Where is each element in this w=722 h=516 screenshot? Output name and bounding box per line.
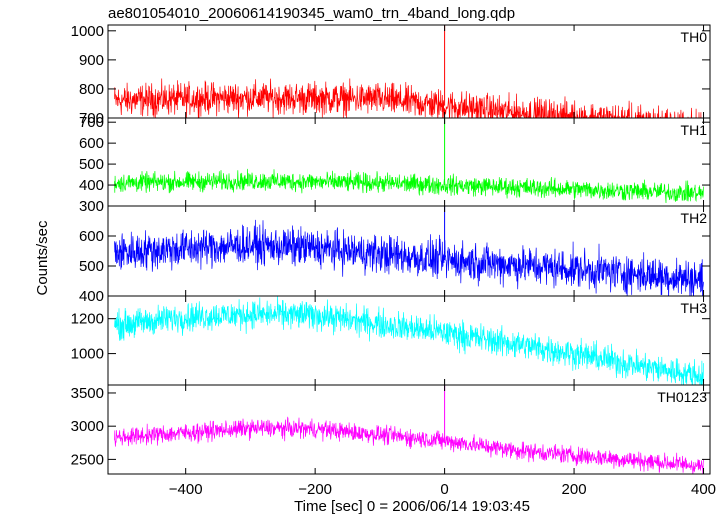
y-tick-label: 400 bbox=[79, 177, 104, 194]
x-tick-label: −400 bbox=[169, 481, 203, 498]
y-axis-label: Counts/sec bbox=[34, 220, 51, 296]
y-tick-label: 400 bbox=[79, 288, 104, 305]
panel-label-th3: TH3 bbox=[681, 300, 708, 316]
y-tick-label: 300 bbox=[79, 198, 104, 215]
chart-title: ae801054010_20060614190345_wam0_trn_4ban… bbox=[108, 5, 515, 22]
x-tick-label: −200 bbox=[298, 481, 332, 498]
y-tick-label: 3000 bbox=[71, 418, 104, 435]
y-tick-label: 500 bbox=[79, 156, 104, 173]
y-tick-label: 3500 bbox=[71, 385, 104, 402]
panel-label-th2: TH2 bbox=[681, 210, 708, 226]
y-tick-label: 900 bbox=[79, 52, 104, 69]
x-axis: −400 −200 0 200 400 bbox=[169, 481, 716, 498]
x-axis-label: Time [sec] 0 = 2006/06/14 19:03:45 bbox=[294, 498, 530, 515]
panel-th0: 700 800 900 1000 TH0 bbox=[71, 23, 711, 127]
x-tick-label: 200 bbox=[562, 481, 587, 498]
panel-th2: 400 500 600 TH2 bbox=[79, 205, 711, 305]
panel-th1: 300 400 500 600 700 TH1 bbox=[79, 114, 711, 215]
y-tick-label: 500 bbox=[79, 258, 104, 275]
x-tick-label: 400 bbox=[691, 481, 716, 498]
series-line-th3 bbox=[114, 296, 704, 385]
panel-label-th0123: TH0123 bbox=[657, 389, 707, 405]
y-tick-label: 700 bbox=[79, 110, 104, 127]
panel-frame bbox=[107, 384, 711, 475]
y-tick-label: 1000 bbox=[71, 23, 104, 40]
panel-th3: 1000 1200 TH3 bbox=[71, 295, 711, 386]
panel-th0123: 2500 3000 3500 TH0123 bbox=[71, 384, 711, 475]
series-line-th0 bbox=[114, 78, 703, 118]
y-tick-label: 2500 bbox=[71, 451, 104, 468]
series-line-th1 bbox=[114, 168, 704, 204]
x-tick-label: 0 bbox=[440, 481, 448, 498]
y-tick-label: 600 bbox=[79, 228, 104, 245]
panel-label-th0: TH0 bbox=[681, 29, 708, 45]
series-line-th2 bbox=[114, 219, 704, 296]
y-tick-label: 1000 bbox=[71, 346, 104, 363]
y-tick-label: 800 bbox=[79, 81, 104, 98]
y-tick-label: 1200 bbox=[71, 311, 104, 328]
y-tick-label: 600 bbox=[79, 135, 104, 152]
y-tick-label: 700 bbox=[79, 114, 104, 131]
panel-label-th1: TH1 bbox=[681, 122, 708, 138]
series-line-th0123 bbox=[114, 416, 704, 474]
panels-group: 700 800 900 1000 TH0 300 400 500 600 700 TH1 400 500… bbox=[71, 23, 711, 475]
